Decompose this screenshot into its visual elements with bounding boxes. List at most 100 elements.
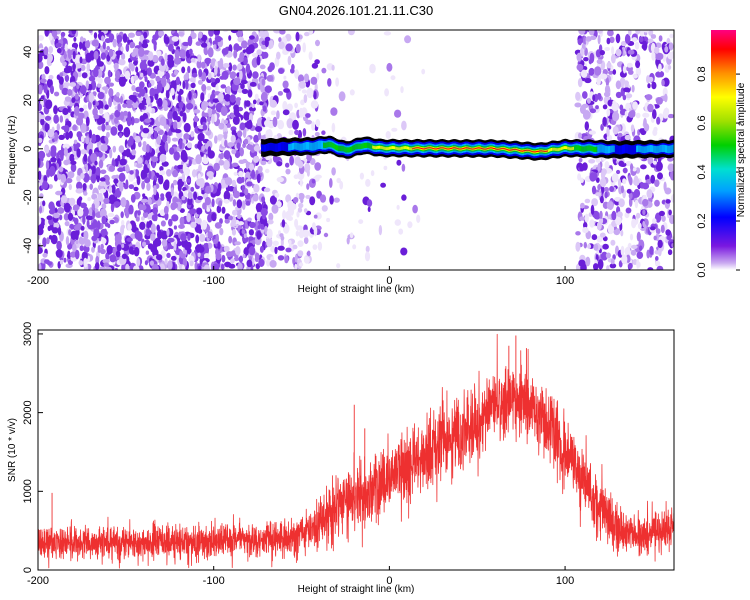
carrier-segment bbox=[645, 146, 647, 153]
carrier-segment bbox=[396, 147, 398, 150]
noise-speckle bbox=[611, 46, 615, 56]
noise-speckle bbox=[582, 91, 588, 99]
noise-speckle bbox=[253, 184, 260, 193]
noise-speckle bbox=[635, 212, 641, 219]
noise-speckle bbox=[407, 221, 413, 229]
noise-speckle bbox=[44, 145, 50, 154]
noise-speckle bbox=[135, 66, 139, 73]
noise-speckle bbox=[38, 205, 43, 214]
noise-speckle bbox=[130, 63, 135, 72]
noise-speckle bbox=[133, 246, 140, 257]
noise-speckle bbox=[237, 221, 244, 226]
noise-speckle bbox=[55, 249, 63, 258]
noise-speckle bbox=[611, 101, 619, 112]
noise-speckle bbox=[286, 118, 294, 129]
noise-speckle bbox=[311, 62, 319, 69]
noise-speckle bbox=[310, 76, 318, 85]
noise-speckle bbox=[93, 228, 100, 239]
noise-speckle bbox=[94, 107, 97, 112]
carrier-segment bbox=[270, 142, 273, 151]
noise-speckle bbox=[639, 245, 643, 251]
noise-speckle bbox=[670, 170, 674, 181]
noise-speckle bbox=[671, 243, 674, 248]
noise-speckle bbox=[170, 87, 175, 96]
carrier-segment bbox=[482, 148, 484, 150]
noise-speckle bbox=[633, 188, 641, 198]
noise-speckle bbox=[221, 254, 226, 263]
noise-speckle bbox=[630, 163, 634, 172]
carrier-segment bbox=[576, 145, 578, 151]
noise-speckle bbox=[631, 37, 638, 42]
noise-speckle bbox=[634, 199, 639, 209]
noise-speckle bbox=[193, 115, 199, 123]
carrier-segment bbox=[625, 144, 627, 154]
carrier-segment bbox=[562, 146, 564, 150]
carrier-segment bbox=[587, 145, 589, 151]
noise-speckle bbox=[80, 172, 85, 180]
noise-speckle bbox=[140, 198, 149, 203]
carrier-segment bbox=[282, 141, 284, 151]
carrier-segment bbox=[558, 148, 560, 151]
carrier-segment bbox=[309, 142, 311, 151]
carrier-segment bbox=[340, 145, 342, 152]
carrier-segment bbox=[371, 143, 373, 150]
carrier-segment bbox=[497, 148, 500, 150]
noise-speckle bbox=[45, 99, 53, 110]
noise-speckle bbox=[185, 80, 189, 90]
noise-speckle bbox=[167, 260, 173, 270]
noise-speckle bbox=[113, 201, 121, 207]
noise-speckle bbox=[148, 51, 154, 61]
carrier-segment bbox=[643, 146, 646, 154]
noise-speckle bbox=[121, 243, 125, 249]
carrier-segment bbox=[518, 149, 520, 151]
carrier-segment bbox=[458, 148, 460, 150]
noise-speckle bbox=[38, 157, 41, 168]
noise-speckle bbox=[593, 263, 599, 270]
carrier-segment bbox=[464, 147, 466, 149]
noise-speckle bbox=[664, 93, 668, 103]
noise-speckle bbox=[38, 215, 42, 226]
noise-speckle bbox=[87, 100, 92, 110]
noise-speckle bbox=[202, 124, 208, 131]
noise-speckle bbox=[160, 220, 166, 227]
noise-speckle bbox=[664, 187, 672, 195]
carrier-segment bbox=[641, 146, 644, 153]
noise-speckle bbox=[186, 142, 193, 149]
noise-speckle bbox=[99, 266, 107, 270]
carrier-segment bbox=[553, 147, 556, 151]
noise-speckle bbox=[228, 235, 233, 244]
carrier-segment bbox=[512, 149, 514, 151]
noise-speckle bbox=[107, 69, 112, 78]
noise-speckle bbox=[577, 38, 583, 46]
carrier-segment bbox=[386, 147, 388, 151]
noise-speckle bbox=[207, 47, 214, 58]
noise-speckle bbox=[69, 223, 75, 230]
noise-speckle bbox=[241, 40, 248, 49]
carrier-segment bbox=[452, 147, 454, 149]
carrier-segment bbox=[426, 147, 428, 149]
noise-speckle bbox=[120, 46, 124, 52]
carrier-segment bbox=[451, 147, 453, 149]
noise-speckle bbox=[276, 110, 280, 120]
noise-speckle bbox=[116, 51, 120, 60]
noise-speckle bbox=[50, 157, 57, 163]
noise-speckle bbox=[346, 237, 350, 245]
noise-speckle bbox=[232, 199, 237, 207]
noise-speckle bbox=[140, 72, 144, 78]
noise-speckle bbox=[152, 179, 157, 187]
noise-speckle bbox=[307, 250, 311, 257]
noise-speckle bbox=[175, 76, 180, 86]
noise-speckle bbox=[600, 251, 608, 261]
noise-speckle bbox=[181, 66, 186, 74]
noise-speckle bbox=[276, 51, 281, 60]
noise-speckle bbox=[142, 141, 147, 147]
carrier-segment bbox=[271, 142, 274, 151]
noise-speckle bbox=[256, 55, 261, 66]
noise-speckle bbox=[396, 204, 400, 210]
noise-speckle bbox=[224, 139, 228, 148]
noise-speckle bbox=[604, 47, 611, 51]
noise-speckle bbox=[58, 166, 64, 173]
carrier-segment bbox=[447, 148, 449, 150]
noise-speckle bbox=[292, 244, 298, 250]
carrier-segment bbox=[624, 144, 626, 154]
